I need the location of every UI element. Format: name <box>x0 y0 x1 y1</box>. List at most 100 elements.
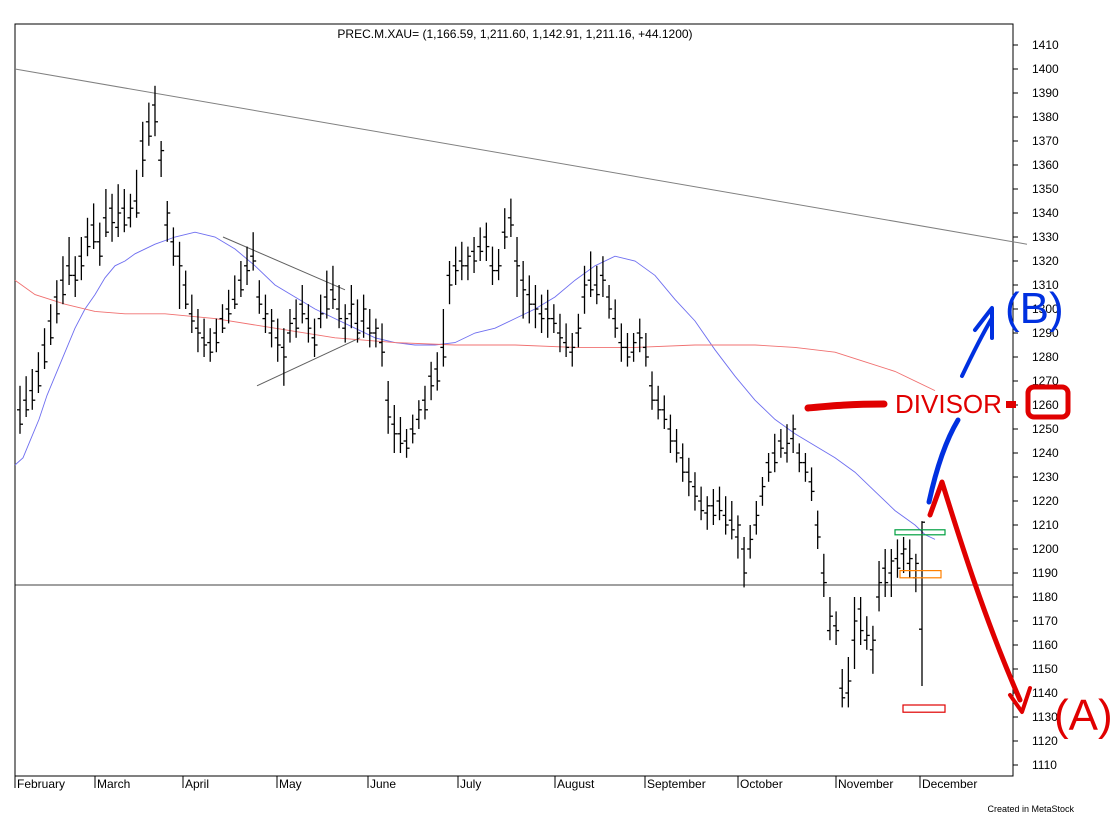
y-tick-label: 1230 <box>1032 470 1059 484</box>
ohlc-bar <box>826 597 833 641</box>
ohlc-bar <box>575 313 582 348</box>
ohlc-bar <box>403 429 410 458</box>
ohlc-bar <box>599 256 606 297</box>
ohlc-bar <box>624 333 631 367</box>
ohlc-bar <box>133 169 140 218</box>
ohlc-bar <box>483 222 490 261</box>
y-tick-label: 1340 <box>1032 206 1059 220</box>
price-bars <box>17 85 925 708</box>
ohlc-bar <box>207 328 214 362</box>
y-axis: 1410 1400 1390 1380 1370 1360 1350 1340 1330 1320… <box>1013 38 1059 772</box>
x-month-label: October <box>740 777 783 791</box>
ohlc-bar <box>894 539 901 578</box>
ohlc-bar <box>329 265 336 309</box>
ohlc-bar <box>102 189 109 237</box>
ohlc-bar <box>237 261 244 297</box>
ohlc-bar <box>606 285 613 319</box>
ohlc-bar <box>213 318 220 353</box>
ohlc-bar <box>538 294 545 333</box>
ohlc-bar <box>115 184 122 237</box>
credit-text: Created in MetaStock <box>987 804 1074 814</box>
y-tick-label: 1240 <box>1032 446 1059 460</box>
ohlc-bar <box>581 265 588 314</box>
ohlc-bar <box>507 198 514 237</box>
ohlc-bar <box>421 385 428 420</box>
ohlc-bar <box>151 85 158 137</box>
ohlc-bar <box>360 294 367 338</box>
ohlc-bar <box>428 361 435 401</box>
ohlc-bar <box>244 246 251 285</box>
ohlc-bar <box>299 285 306 324</box>
ohlc-bar <box>765 453 772 482</box>
ohlc-bar <box>698 486 705 521</box>
y-tick-label: 1110 <box>1032 758 1057 772</box>
ohlc-bar <box>348 285 355 329</box>
ohlc-bar <box>526 275 533 324</box>
ohlc-bar <box>354 299 361 343</box>
x-month-label: June <box>370 777 396 791</box>
x-month-label: April <box>185 777 209 791</box>
ohlc-bar <box>170 227 177 266</box>
divisor-dash <box>1006 401 1016 408</box>
ohlc-bar <box>41 328 48 369</box>
ohlc-bar <box>691 472 698 511</box>
ohlc-bar <box>219 304 226 333</box>
ohlc-bar <box>477 227 484 261</box>
level-boxes <box>894 529 946 713</box>
ohlc-bar <box>808 467 815 501</box>
ohlc-bar <box>514 237 521 297</box>
ohlc-bar <box>532 285 539 329</box>
ohlc-bar <box>630 333 637 362</box>
ohlc-bar <box>250 232 257 271</box>
ohlc-bar <box>814 510 821 549</box>
y-tick-label: 1260 <box>1032 398 1059 412</box>
ohlc-bar <box>201 318 208 357</box>
ohlc-bar <box>256 280 263 314</box>
ohlc-bar <box>397 417 404 453</box>
ohlc-bar <box>919 521 925 687</box>
ohlc-bar <box>495 249 502 281</box>
ohlc-bar <box>379 323 386 367</box>
ohlc-bar <box>409 414 416 444</box>
ohlc-bar <box>642 333 649 367</box>
ohlc-bar <box>158 141 165 177</box>
ohlc-bar <box>796 443 803 473</box>
level-box <box>902 704 946 713</box>
divisor-price-circle <box>1025 384 1071 420</box>
ohlc-bar <box>667 414 674 453</box>
arrow-down-icon <box>1008 686 1032 714</box>
ohlc-bar <box>587 251 594 297</box>
ohlc-bar <box>372 318 379 348</box>
ohlc-bar <box>784 424 791 463</box>
y-tick-label: 1360 <box>1032 158 1059 172</box>
x-month-label: March <box>97 777 130 791</box>
y-tick-label: 1200 <box>1032 542 1059 556</box>
ohlc-bar <box>888 549 895 597</box>
ohlc-bar <box>317 294 324 329</box>
ohlc-bar <box>305 304 312 343</box>
ohlc-bar <box>225 289 232 324</box>
blue-up-path <box>926 417 961 505</box>
y-tick-label: 1180 <box>1032 590 1058 604</box>
y-tick-label: 1170 <box>1032 614 1058 628</box>
moving-average-blue <box>14 231 936 540</box>
y-tick-label: 1350 <box>1032 182 1059 196</box>
ohlc-bar <box>734 515 741 559</box>
ohlc-bar <box>685 457 692 497</box>
level-box <box>894 529 946 536</box>
x-month-label: September <box>647 777 706 791</box>
ohlc-bar <box>471 237 478 273</box>
ohlc-bar <box>231 275 238 309</box>
y-tick-label: 1390 <box>1032 86 1059 100</box>
ohlc-bar <box>139 121 146 177</box>
y-tick-label: 1310 <box>1032 278 1059 292</box>
ohlc-bar <box>710 489 717 525</box>
ohlc-bar <box>127 193 134 228</box>
ohlc-bar <box>280 328 287 386</box>
ohlc-bar <box>35 352 42 393</box>
divisor-marker-line <box>804 400 888 412</box>
ohlc-bar <box>434 352 441 391</box>
label-b: (B) <box>1005 284 1064 333</box>
ohlc-bar <box>90 203 97 249</box>
